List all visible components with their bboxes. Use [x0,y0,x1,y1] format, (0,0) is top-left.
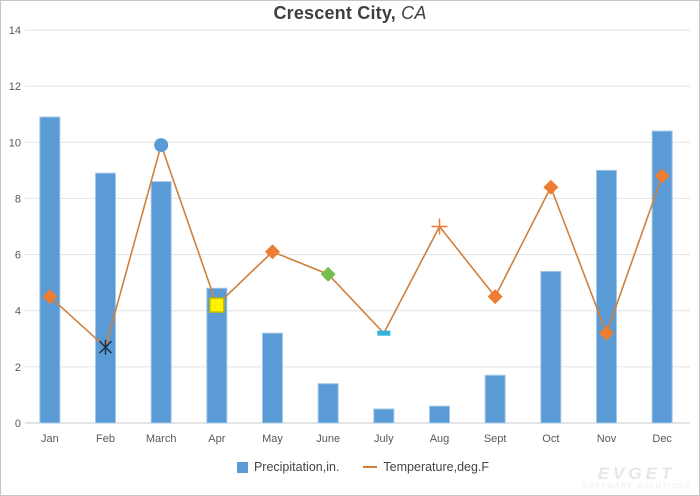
x-axis-tick-label: Aug [430,433,450,445]
x-axis-tick-label: July [374,433,394,445]
bar-Oct [540,270,562,424]
bar-Nov [596,169,617,424]
bar-June [317,383,339,424]
legend: Precipitation,in. Temperature,deg.F [1,458,699,476]
bar-March [150,181,172,424]
temp-marker-diamond-Nov [599,325,614,341]
precipitation-swatch-icon [236,461,248,473]
y-axis-tick-label: 4 [15,306,21,318]
temp-marker-diamond-Oct [543,179,559,195]
x-axis-tick-label: Feb [96,433,115,445]
temperature-swatch-icon [363,465,378,469]
bar-Jan [39,116,61,424]
bar-Dec [651,130,673,424]
x-axis-tick-label: Apr [208,433,225,445]
x-axis-tick-label: Nov [597,433,617,445]
bar-Sept [484,374,506,424]
y-axis-tick-label: 12 [9,81,21,93]
temp-marker-diamond-June [320,266,336,282]
temp-marker-diamond-Dec [654,168,670,184]
y-axis-tick-label: 6 [15,250,21,262]
x-axis-tick-label: Oct [542,433,559,445]
y-axis-tick-label: 14 [9,25,21,37]
y-axis-tick-label: 2 [15,362,21,374]
evget-tagline-text: SOFTWARE SOLUTIONS [582,482,691,490]
bar-Feb [95,172,116,424]
temperature-line [49,142,663,349]
bar-Apr [206,287,228,424]
temp-marker-diamond-Sept [487,289,503,305]
bar-May [262,332,283,424]
legend-label-precipitation: Precipitation,in. [253,460,340,474]
x-axis-tick-label: June [316,433,340,445]
temp-marker-dash-July [377,330,391,336]
x-axis-tick-label: May [262,433,283,445]
evget-logo-text: EVGET [597,463,676,483]
temp-marker-diamond-Jan [42,289,58,305]
chart-title-suffix: CA [395,3,427,23]
temp-marker-diamond-May [265,244,280,260]
legend-label-temperature: Temperature,deg.F [383,460,490,474]
x-axis-tick-label: March [146,433,177,445]
y-axis-tick-label: 8 [15,193,21,205]
y-axis-tick-label: 0 [15,418,21,430]
temp-marker-plus-Aug [431,218,448,235]
temp-marker-asterisk-Feb [98,339,113,355]
evget-watermark: EVGET SOFTWARE SOLUTIONS [582,463,691,490]
x-axis-tick-label: Jan [41,433,59,445]
chart-title-main: Crescent City, [273,3,396,23]
temp-marker-square-Apr [209,297,225,313]
bar-Aug [429,405,450,424]
bar-July [373,408,395,424]
temp-marker-circle-March [154,138,169,153]
y-axis-tick-label: 10 [9,137,21,149]
x-axis-tick-label: Sept [484,433,507,445]
plot-area: 0 2 4 6 8 10 12 14 Jan Feb March Apr May June July Aug S… [9,25,690,445]
chart-title: Crescent City, CA [1,3,699,24]
x-axis-tick-label: Dec [652,433,672,445]
